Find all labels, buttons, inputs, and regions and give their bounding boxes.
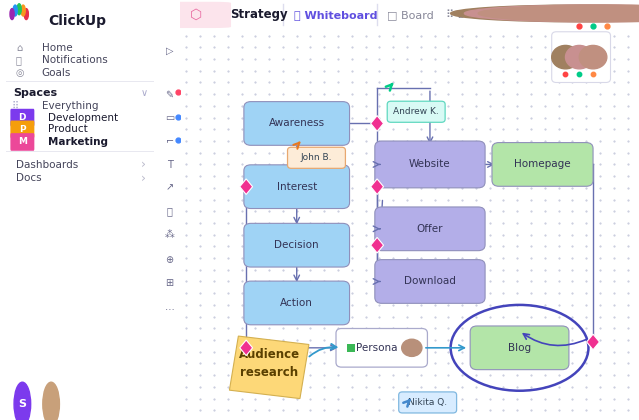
FancyBboxPatch shape [375, 141, 485, 188]
Text: Action: Action [281, 298, 313, 308]
Text: Strategy: Strategy [230, 8, 288, 21]
Text: ⌂: ⌂ [16, 43, 22, 53]
Polygon shape [240, 179, 252, 194]
FancyBboxPatch shape [375, 260, 485, 303]
Text: Download: Download [404, 276, 456, 286]
FancyBboxPatch shape [375, 207, 485, 251]
FancyBboxPatch shape [10, 109, 35, 126]
Text: Homepage: Homepage [514, 160, 571, 169]
Text: + Add view: + Add view [501, 10, 565, 20]
Text: 🖊 Whiteboard: 🖊 Whiteboard [295, 10, 378, 20]
Circle shape [551, 45, 580, 69]
FancyBboxPatch shape [244, 223, 350, 267]
Circle shape [450, 5, 639, 22]
FancyBboxPatch shape [161, 2, 231, 28]
Text: ✎: ✎ [166, 89, 174, 100]
Text: John B.: John B. [301, 153, 332, 162]
Circle shape [580, 45, 607, 69]
Text: ⛶: ⛶ [167, 206, 173, 216]
Circle shape [24, 9, 28, 20]
Text: Website: Website [409, 160, 450, 169]
Circle shape [10, 9, 14, 20]
FancyBboxPatch shape [387, 101, 445, 122]
Text: ◎: ◎ [16, 68, 24, 78]
Text: Product: Product [48, 124, 88, 134]
Text: Marketing: Marketing [48, 137, 108, 147]
Text: Goals: Goals [42, 68, 71, 78]
Text: ⊕: ⊕ [166, 255, 174, 265]
Bar [347, 344, 355, 352]
FancyBboxPatch shape [244, 281, 350, 325]
FancyBboxPatch shape [288, 147, 346, 168]
Text: ⁂: ⁂ [165, 230, 174, 240]
Text: T: T [167, 160, 173, 170]
FancyBboxPatch shape [244, 165, 350, 208]
Text: Everything: Everything [42, 101, 98, 111]
Text: Persona: Persona [357, 343, 398, 353]
Text: Home: Home [42, 43, 72, 53]
Circle shape [402, 339, 422, 357]
Text: Development: Development [48, 113, 118, 123]
Text: Andrew K.: Andrew K. [393, 107, 439, 116]
Polygon shape [371, 237, 383, 253]
Circle shape [14, 382, 31, 420]
Text: ⬡: ⬡ [190, 8, 202, 22]
Text: …: … [165, 302, 174, 312]
Polygon shape [371, 179, 383, 194]
FancyBboxPatch shape [10, 121, 35, 138]
Text: Dashboards: Dashboards [16, 160, 78, 170]
Text: ▷: ▷ [166, 45, 173, 55]
Text: P: P [19, 125, 26, 134]
Text: ⊞: ⊞ [166, 278, 174, 289]
Text: Decision: Decision [274, 240, 319, 250]
FancyBboxPatch shape [399, 392, 457, 413]
FancyBboxPatch shape [470, 326, 569, 370]
Polygon shape [371, 116, 383, 131]
Circle shape [566, 45, 593, 69]
Text: ∨: ∨ [141, 88, 148, 98]
Circle shape [13, 5, 17, 16]
Text: Interest: Interest [277, 182, 317, 192]
Circle shape [21, 5, 25, 16]
Text: Offer: Offer [417, 224, 443, 234]
Text: Audience
research: Audience research [238, 348, 300, 379]
Text: S: S [19, 399, 26, 409]
FancyBboxPatch shape [229, 336, 309, 399]
Text: ›: › [141, 172, 146, 184]
Text: ⌐: ⌐ [166, 136, 174, 146]
Text: Blog: Blog [508, 343, 531, 353]
Text: ⠿: ⠿ [12, 101, 19, 111]
Text: M: M [18, 137, 27, 147]
Text: D: D [19, 113, 26, 122]
Text: ↗: ↗ [166, 183, 174, 193]
Text: ClickUp: ClickUp [48, 14, 106, 28]
FancyBboxPatch shape [244, 102, 350, 145]
Text: Docs: Docs [16, 173, 42, 183]
Text: ▭: ▭ [165, 113, 174, 123]
Text: ⠿ Box: ⠿ Box [446, 10, 478, 20]
Text: ›: › [141, 158, 146, 171]
Text: □ Board: □ Board [387, 10, 434, 20]
Circle shape [465, 5, 639, 22]
FancyBboxPatch shape [10, 133, 35, 151]
Polygon shape [240, 340, 252, 356]
FancyBboxPatch shape [336, 328, 427, 367]
Polygon shape [587, 334, 599, 350]
Circle shape [17, 4, 21, 15]
Text: 🔔: 🔔 [16, 55, 22, 66]
Circle shape [478, 5, 639, 22]
Text: Notifications: Notifications [42, 55, 107, 66]
FancyBboxPatch shape [492, 142, 593, 186]
Circle shape [43, 382, 59, 420]
Text: Spaces: Spaces [13, 88, 57, 98]
Text: Awareness: Awareness [268, 118, 325, 129]
Text: Nikita Q.: Nikita Q. [408, 398, 447, 407]
FancyBboxPatch shape [551, 32, 610, 82]
